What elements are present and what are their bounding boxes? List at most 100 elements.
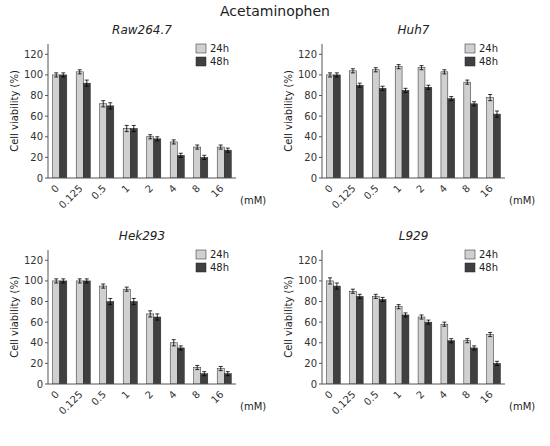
error-bar	[155, 314, 159, 320]
error-bar	[195, 145, 199, 149]
x-axis-label: (mM)	[240, 195, 266, 206]
error-bar	[219, 366, 223, 370]
bar	[349, 71, 356, 178]
x-tick-label: 4	[437, 389, 449, 401]
x-tick-label: 2	[414, 183, 426, 195]
x-tick-label: 16	[478, 389, 495, 406]
bar	[464, 341, 471, 384]
figure-title: Acetaminophen	[220, 3, 330, 19]
y-tick-label: 40	[30, 131, 43, 142]
legend: 24h48h	[465, 43, 498, 67]
bar	[147, 137, 154, 178]
error-bar	[172, 340, 176, 346]
y-tick-label: 100	[24, 69, 43, 80]
y-tick-label: 60	[304, 111, 317, 122]
error-bar	[403, 313, 407, 317]
bar	[170, 343, 177, 384]
bar	[327, 281, 334, 384]
bar	[217, 147, 224, 178]
y-tick-label: 40	[30, 337, 43, 348]
error-bar	[202, 155, 206, 159]
x-tick-label: 1	[119, 389, 131, 401]
bar	[201, 157, 208, 178]
legend-label: 24h	[479, 249, 498, 260]
bar	[418, 317, 425, 384]
bar	[372, 296, 379, 384]
error-bar	[54, 73, 58, 77]
error-bar	[148, 135, 152, 139]
error-bar	[132, 125, 136, 131]
y-tick-label: 80	[30, 296, 43, 307]
error-bar	[219, 145, 223, 149]
x-tick-label: 16	[209, 183, 226, 200]
x-tick-label: 0	[323, 389, 335, 401]
subplot-title: Hek293	[119, 229, 165, 243]
bar	[76, 72, 83, 178]
bar	[494, 114, 501, 178]
x-tick-label: 0	[49, 389, 61, 401]
bar	[448, 99, 455, 178]
bar	[356, 296, 363, 384]
x-tick-label: 0	[323, 183, 335, 195]
x-tick-label: 8	[190, 183, 202, 195]
y-tick-label: 80	[304, 296, 317, 307]
legend-swatch	[196, 250, 206, 259]
error-bar	[85, 80, 89, 86]
x-tick-label: 2	[143, 389, 155, 401]
legend-label: 48h	[479, 262, 498, 273]
bar	[402, 315, 409, 384]
bar	[333, 75, 340, 178]
error-bar	[108, 298, 112, 304]
bar	[53, 281, 60, 384]
subplot: Huh7020406080100120Cell viability (%)00.…	[283, 23, 535, 211]
y-tick-label: 120	[24, 255, 43, 266]
bar	[425, 322, 432, 384]
x-tick-label: 0.125	[57, 389, 85, 417]
error-bar	[179, 153, 183, 157]
y-axis-label: Cell viability (%)	[9, 70, 20, 152]
bar	[147, 314, 154, 384]
bar	[130, 302, 137, 384]
subplot-title: L929	[399, 229, 429, 243]
y-tick-label: 60	[30, 317, 43, 328]
x-tick-label: 0.5	[362, 389, 381, 408]
error-bar	[449, 339, 453, 343]
plot-area	[327, 278, 501, 384]
y-tick-label: 0	[311, 379, 317, 390]
legend-swatch	[465, 44, 475, 53]
bar	[100, 104, 107, 178]
x-tick-label: 1	[391, 389, 403, 401]
error-bar	[472, 102, 476, 106]
bar	[177, 348, 184, 384]
plot-area	[327, 65, 501, 178]
x-tick-label: 16	[209, 389, 226, 406]
error-bar	[381, 86, 385, 90]
x-axis-line	[322, 384, 505, 385]
error-bar	[101, 101, 105, 107]
x-tick-label: 0.5	[89, 389, 108, 408]
bar	[441, 72, 448, 178]
error-bar	[397, 65, 401, 69]
error-bar	[495, 361, 499, 365]
x-tick-label: 4	[437, 183, 449, 195]
bar	[170, 142, 177, 178]
error-bar	[61, 279, 65, 283]
x-axis-line	[48, 384, 236, 385]
x-tick-label: 8	[190, 389, 202, 401]
subplot-title: Raw264.7	[112, 23, 172, 37]
error-bar	[125, 125, 129, 131]
subplot: Raw264.7020406080100120Cell viability (%…	[9, 23, 266, 211]
bar	[60, 75, 67, 178]
x-tick-label: 0	[49, 183, 61, 195]
y-tick-label: 40	[304, 131, 317, 142]
error-bar	[465, 339, 469, 343]
error-bar	[125, 287, 129, 291]
bar	[379, 299, 386, 384]
y-axis-line	[322, 44, 323, 178]
bar	[487, 98, 494, 178]
bar	[441, 324, 448, 384]
x-tick-label: 0.5	[89, 183, 108, 202]
y-axis-line	[48, 44, 49, 178]
subplot-title: Huh7	[398, 23, 430, 37]
error-bar	[374, 294, 378, 298]
